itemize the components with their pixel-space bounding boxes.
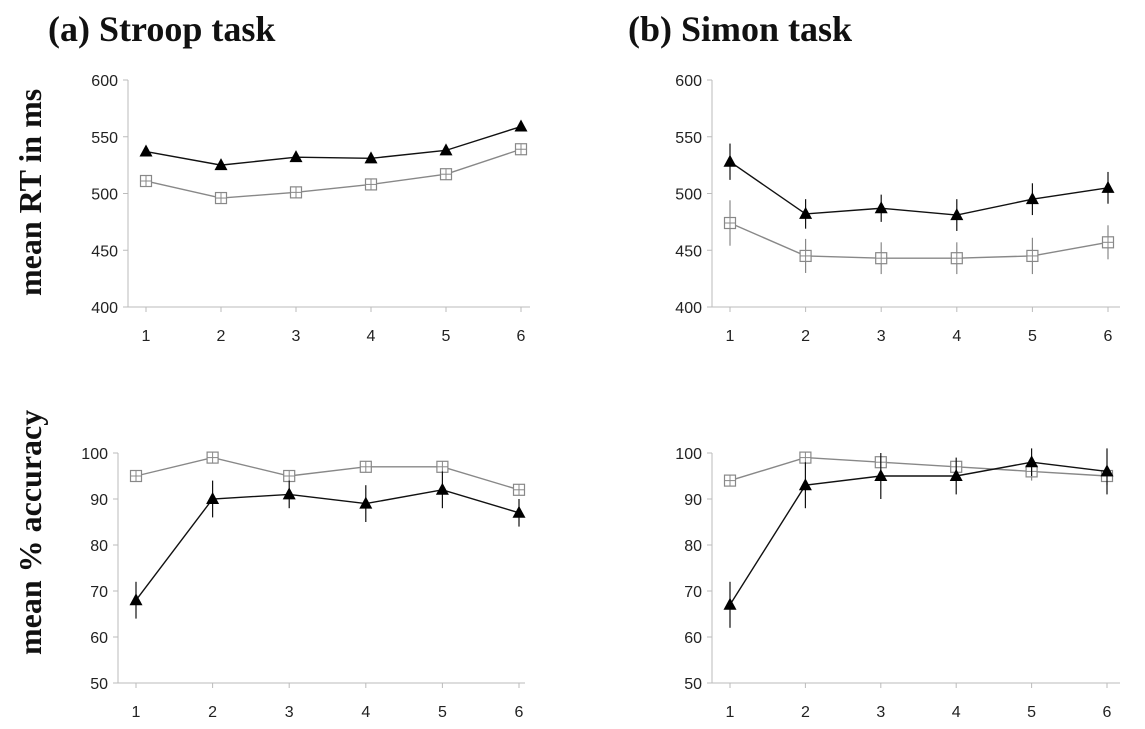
triangle-marker <box>874 469 888 481</box>
x-tick-label: 5 <box>1028 328 1037 345</box>
y-tick-label: 70 <box>684 584 702 601</box>
square-series <box>723 200 1115 275</box>
x-tick-label: 1 <box>726 328 735 345</box>
triangle-marker <box>874 201 888 214</box>
simon-accuracy-chart: 50 60 70 80 90 100 1 2 3 4 5 6 <box>675 446 1120 721</box>
x-tick-label: 5 <box>442 328 451 345</box>
triangle-marker <box>439 143 453 156</box>
y-tick-label: 500 <box>91 187 118 204</box>
triangle-marker <box>949 469 963 481</box>
triangle-marker <box>214 158 228 171</box>
x-tick-label: 5 <box>438 704 447 721</box>
x-tick-label: 1 <box>132 704 141 721</box>
series-line <box>729 456 1108 482</box>
series-line <box>145 148 522 199</box>
x-tick-label: 2 <box>801 704 810 721</box>
y-tick-label: 100 <box>675 446 702 463</box>
triangle-marker <box>289 150 303 163</box>
triangle-marker <box>1025 455 1039 468</box>
x-tick-label: 4 <box>952 704 961 721</box>
y-tick-label: 90 <box>684 492 702 509</box>
triangle-marker <box>1100 464 1114 477</box>
series-line <box>145 125 522 166</box>
x-tick-label: 6 <box>517 328 526 345</box>
triangle-marker <box>799 206 813 219</box>
y-tick-label: 400 <box>675 300 702 317</box>
x-tick-label: 6 <box>515 704 524 721</box>
y-tick-label: 80 <box>90 538 108 555</box>
y-tick-label: 400 <box>91 300 118 317</box>
y-tick-label: 80 <box>684 538 702 555</box>
triangle-series <box>139 119 528 171</box>
panel-b-title: (b) Simon task <box>628 9 853 49</box>
series-line <box>135 456 520 491</box>
x-tick-label: 3 <box>877 328 886 345</box>
y-tick-label: 450 <box>675 243 702 260</box>
series-line <box>729 222 1109 259</box>
x-tick-label: 6 <box>1104 328 1113 345</box>
panel-a-title: (a) Stroop task <box>48 9 276 49</box>
triangle-marker <box>723 597 737 610</box>
x-tick-label: 2 <box>208 704 217 721</box>
triangle-marker <box>512 505 526 518</box>
y-tick-label: 450 <box>91 243 118 260</box>
y-tick-label: 550 <box>91 130 118 147</box>
triangle-series <box>129 471 526 619</box>
triangle-marker <box>282 487 296 500</box>
x-tick-label: 3 <box>292 328 301 345</box>
triangle-marker <box>1025 192 1039 205</box>
triangle-marker <box>129 593 143 606</box>
x-tick-label: 2 <box>801 328 810 345</box>
y-tick-label: 50 <box>90 676 108 693</box>
y-tick-label: 50 <box>684 676 702 693</box>
x-tick-label: 4 <box>361 704 370 721</box>
triangle-marker <box>950 208 964 221</box>
x-tick-label: 3 <box>876 704 885 721</box>
series-line <box>729 161 1109 216</box>
x-tick-label: 1 <box>726 704 735 721</box>
triangle-marker <box>206 492 220 504</box>
y-tick-label: 600 <box>675 73 702 90</box>
y-tick-label: 60 <box>90 630 108 647</box>
triangle-marker <box>723 154 737 167</box>
triangle-marker <box>139 144 153 157</box>
stroop-rt-chart: 400 450 500 550 600 1 2 3 4 5 6 <box>91 73 530 345</box>
x-tick-label: 4 <box>952 328 961 345</box>
triangle-marker <box>1101 180 1115 193</box>
square-series <box>139 143 528 205</box>
x-tick-label: 4 <box>367 328 376 345</box>
simon-rt-chart: 400 450 500 550 600 1 2 3 4 5 6 <box>675 73 1120 345</box>
series-line <box>729 461 1108 606</box>
triangle-marker <box>514 119 528 132</box>
triangle-marker <box>435 482 449 495</box>
y-tick-label: 70 <box>90 584 108 601</box>
square-series <box>723 451 1114 487</box>
triangle-marker <box>798 478 812 491</box>
y-tick-label: 90 <box>90 492 108 509</box>
triangle-series <box>723 448 1114 628</box>
y-tick-label: 60 <box>684 630 702 647</box>
y-tick-label: 500 <box>675 187 702 204</box>
y-tick-label: 100 <box>81 446 108 463</box>
triangle-marker <box>359 496 373 509</box>
x-tick-label: 5 <box>1027 704 1036 721</box>
triangle-series <box>723 143 1115 231</box>
x-tick-label: 2 <box>217 328 226 345</box>
y-tick-label: 600 <box>91 73 118 90</box>
x-tick-label: 6 <box>1103 704 1112 721</box>
stroop-accuracy-chart: 50 60 70 80 90 100 1 2 3 4 5 6 <box>81 446 526 721</box>
series-line <box>135 489 520 601</box>
y-tick-label: 550 <box>675 130 702 147</box>
x-tick-label: 3 <box>285 704 294 721</box>
x-tick-label: 1 <box>142 328 151 345</box>
square-series <box>129 451 526 496</box>
triangle-marker <box>364 151 378 164</box>
